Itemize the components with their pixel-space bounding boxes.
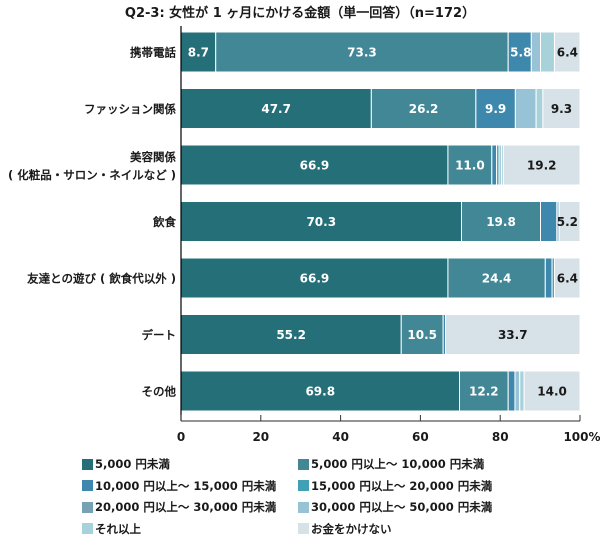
data-label: 5.2 xyxy=(557,215,578,229)
bar-segment xyxy=(542,88,581,129)
data-label: 8.7 xyxy=(188,46,209,60)
legend-swatch xyxy=(298,501,309,513)
bar-segment xyxy=(507,370,516,412)
bar-segment xyxy=(539,31,555,73)
legend-item: 30,000 円以上～ 50,000 円未満 xyxy=(298,499,492,515)
bar-segment xyxy=(180,88,372,129)
bar-segment xyxy=(370,88,477,129)
data-label: 70.3 xyxy=(306,215,336,229)
data-label: 66.9 xyxy=(300,159,330,173)
stacked-bar-chart: 8.7 73.3 5.8 6.4 47.7 26.2 9.9 9.3 66.9 11.0 19.2 7… xyxy=(8,26,600,444)
bar-segment xyxy=(459,370,509,412)
bar-segment xyxy=(558,201,581,242)
category-label: デート xyxy=(142,328,177,342)
data-label: 11.0 xyxy=(455,159,485,173)
chart-title: Q2-3: 女性が 1 ヶ月にかける金額（単一回答）（n=172） xyxy=(124,6,476,21)
data-label: 14.0 xyxy=(537,385,567,399)
data-label: 24.4 xyxy=(482,272,512,286)
legend-label: 30,000 円以上～ 50,000 円未満 xyxy=(311,500,493,514)
bar-segment xyxy=(447,144,493,186)
legend-label: それ以上 xyxy=(95,521,141,536)
data-label: 10.5 xyxy=(407,328,437,342)
legend-item: 15,000 円以上～ 20,000 円未満 xyxy=(298,478,492,494)
data-label: 55.2 xyxy=(276,328,306,342)
data-label: 5.8 xyxy=(510,46,531,60)
legend-swatch xyxy=(82,501,93,513)
bar-segment xyxy=(553,257,581,299)
x-tick-label: 20 xyxy=(252,430,269,444)
bar-segment xyxy=(553,31,581,73)
data-label: 6.4 xyxy=(557,46,578,60)
bar-segment xyxy=(514,88,537,129)
legend-swatch xyxy=(82,523,93,534)
data-label: 12.2 xyxy=(469,385,499,399)
bar-segment xyxy=(445,314,581,355)
legend-swatch xyxy=(298,523,309,534)
data-label: 26.2 xyxy=(409,102,439,116)
legend-swatch xyxy=(82,480,93,491)
category-label: 飲食 xyxy=(152,215,176,229)
x-tick-label: 60 xyxy=(412,430,429,444)
legend-label: 15,000 円以上～ 20,000 円未満 xyxy=(311,478,493,493)
legend-swatch xyxy=(298,458,309,470)
bar-segment xyxy=(535,88,544,129)
bar-segment xyxy=(447,257,546,299)
bar-segment xyxy=(523,370,581,412)
category-label: 美容関係 xyxy=(130,150,176,164)
bar-segment xyxy=(519,370,525,412)
data-label: 19.8 xyxy=(486,215,516,229)
legend-item: それ以上 xyxy=(82,521,141,537)
x-tick-label: 100% xyxy=(563,430,600,444)
data-label: 9.9 xyxy=(485,102,506,116)
legend-label: 5,000 円以上～ 10,000 円未満 xyxy=(311,457,485,471)
data-label: 33.7 xyxy=(498,328,528,342)
data-label: 6.4 xyxy=(557,272,578,286)
bar-segment xyxy=(180,144,449,186)
x-axis: 0 20 40 60 80 100% xyxy=(177,26,600,444)
x-tick-label: 40 xyxy=(332,430,349,444)
bar-segment xyxy=(539,201,558,242)
bar-segment xyxy=(215,31,509,73)
category-label: その他 xyxy=(142,385,177,399)
category-label: ファッション関係 xyxy=(84,102,176,116)
legend-label: お金をかけない xyxy=(311,521,392,536)
data-label: 66.9 xyxy=(300,272,330,286)
bar-segment xyxy=(491,144,498,186)
bar-segment xyxy=(514,370,521,412)
data-label: 69.8 xyxy=(305,385,335,399)
legend-item: 5,000 円未満 xyxy=(82,456,170,472)
legend-label: 20,000 円以上～ 30,000 円未満 xyxy=(95,500,277,514)
category-label: 友達との遊び ( 飲食代以外 ) xyxy=(27,272,176,286)
bar-segment xyxy=(460,201,541,242)
data-label: 73.3 xyxy=(347,46,377,60)
legend-swatch xyxy=(298,480,309,491)
bar-segment xyxy=(475,88,516,129)
bar-segment xyxy=(530,31,541,73)
legend-item: 10,000 円以上～ 15,000 円未満 xyxy=(82,478,276,494)
legend-label: 5,000 円未満 xyxy=(95,457,170,471)
category-label: ( 化粧品・サロン・ネイルなど ) xyxy=(8,168,176,182)
x-tick-label: 80 xyxy=(492,430,509,444)
bar-segment xyxy=(180,257,449,299)
data-label: 19.2 xyxy=(527,159,557,173)
data-label: 9.3 xyxy=(551,102,572,116)
x-tick-label: 0 xyxy=(177,430,185,444)
bars-layer: 8.7 73.3 5.8 6.4 47.7 26.2 9.9 9.3 66.9 11.0 19.2 7… xyxy=(180,31,581,412)
legend-label: 10,000 円以上～ 15,000 円未満 xyxy=(95,478,277,493)
legend-item: お金をかけない xyxy=(298,521,392,537)
legend-swatch xyxy=(82,458,93,470)
bar-segment xyxy=(180,370,461,412)
category-label: 携帯電話 xyxy=(130,46,176,60)
bar-segment xyxy=(544,257,553,299)
bar-segment xyxy=(502,144,581,186)
legend-item: 20,000 円以上～ 30,000 円未満 xyxy=(82,499,276,515)
data-label: 47.7 xyxy=(261,102,291,116)
legend-item: 5,000 円以上～ 10,000 円未満 xyxy=(298,456,484,472)
